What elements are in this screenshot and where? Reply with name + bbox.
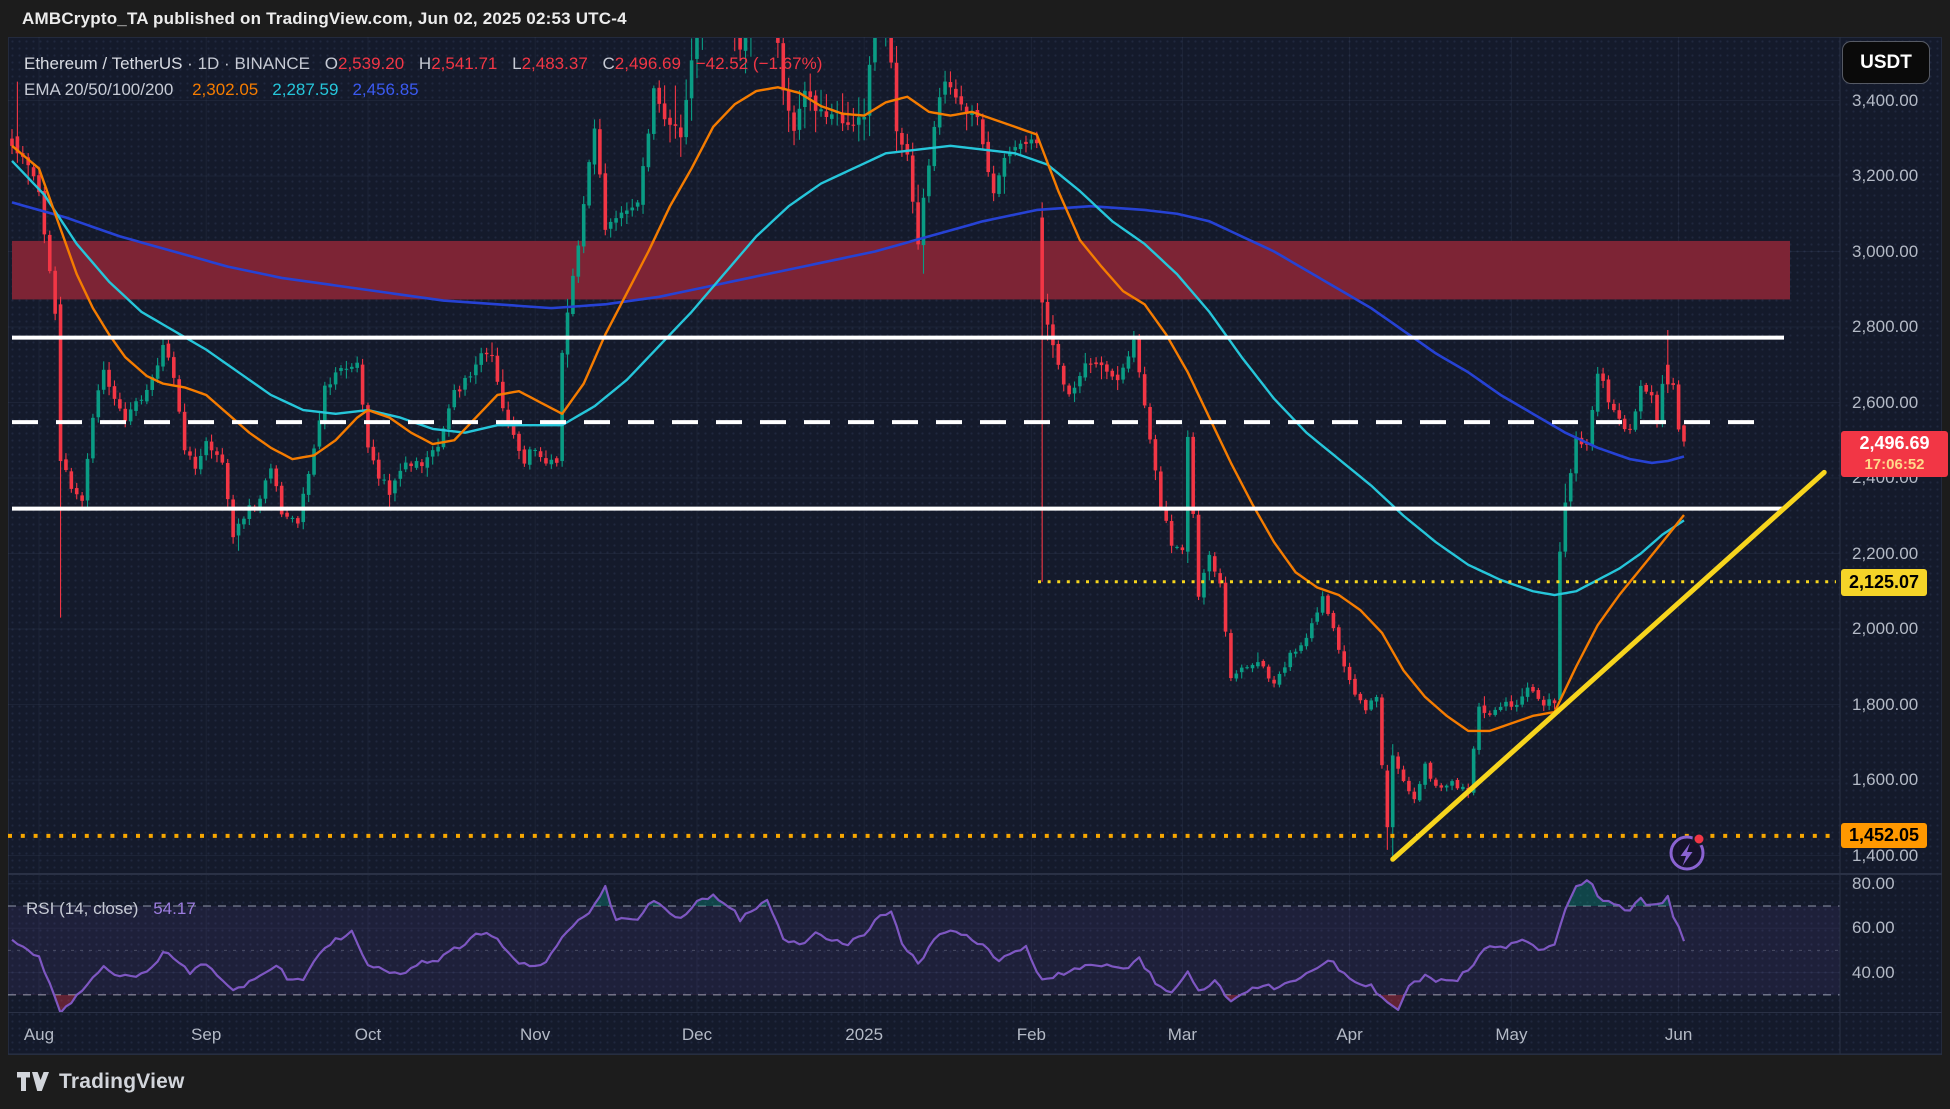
price-tick-label: 3,200.00 (1852, 166, 1919, 185)
ema-legend-row[interactable]: EMA 20/50/100/200 2,302.05 2,287.59 2,456.… (24, 77, 822, 103)
open-label: O (324, 54, 338, 73)
price-chart-canvas[interactable] (8, 37, 1942, 1055)
tradingview-brand-text[interactable]: TradingView (59, 1070, 185, 1093)
close-label: C (602, 54, 615, 73)
rsi-tick-label: 40.00 (1852, 962, 1895, 982)
publish-header-bar: AMBCrypto_TA published on TradingView.co… (0, 0, 1950, 37)
ema-indicator-title[interactable]: EMA 20/50/100/200 (24, 80, 174, 99)
current-price-label: 2,496.69 17:06:52 (1841, 431, 1948, 477)
time-tick-label: Aug (23, 1025, 55, 1044)
price-tick-label: 1,800.00 (1852, 694, 1919, 714)
ema-value: 2,287.59 (272, 80, 339, 99)
rsi-legend-row[interactable]: RSI (14, close) 54.17 (26, 899, 196, 919)
open-value: 2,539.20 (338, 54, 405, 73)
high-value: 2,541.71 (431, 54, 498, 73)
symbol-legend-row[interactable]: Ethereum / TetherUS · 1D · BINANCE O2,53… (24, 54, 823, 73)
idea-flash-icon[interactable] (1664, 829, 1710, 875)
rsi-value: 54.17 (153, 899, 196, 918)
current-price-value: 2,496.69 (1859, 433, 1930, 453)
tradingview-logo-icon[interactable] (17, 1072, 49, 1092)
footer-bar: TradingView (0, 1055, 1950, 1109)
time-tick-label: Mar (1167, 1025, 1198, 1044)
interval-label[interactable]: 1D (197, 54, 220, 73)
rsi-title[interactable]: RSI (26, 899, 55, 918)
time-tick-label: Apr (1336, 1025, 1363, 1044)
rsi-params: (14, close) (59, 899, 139, 918)
symbol-title[interactable]: Ethereum / TetherUS (24, 54, 183, 73)
low-value: 2,483.37 (521, 54, 588, 73)
time-tick-label: Jun (1664, 1025, 1693, 1044)
currency-toggle-button[interactable]: USDT (1842, 41, 1930, 84)
exchange-label[interactable]: BINANCE (234, 54, 311, 73)
yellow-level-label: 2,125.07 (1841, 569, 1927, 596)
price-tick-label: 3,000.00 (1852, 241, 1919, 261)
publish-info: AMBCrypto_TA published on TradingView.co… (22, 8, 627, 28)
ema-values: 2,302.05 2,287.59 2,456.85 (178, 80, 419, 99)
time-tick-label: May (1495, 1025, 1528, 1044)
price-tick-label: 2,800.00 (1852, 317, 1919, 336)
close-value: 2,496.69 (614, 54, 681, 73)
time-tick-label: Sep (191, 1025, 222, 1044)
low-label: L (512, 54, 522, 73)
ema-value: 2,456.85 (352, 80, 419, 99)
price-tick-label: 3,400.00 (1852, 90, 1919, 110)
chart-legend: Ethereum / TetherUS · 1D · BINANCE O2,53… (24, 51, 822, 103)
rsi-tick-label: 60.00 (1852, 918, 1895, 938)
bar-countdown: 17:06:52 (1864, 456, 1925, 473)
time-tick-label: Dec (681, 1025, 713, 1044)
orange-level-label: 1,452.05 (1841, 823, 1927, 848)
time-tick-label: Feb (1016, 1025, 1046, 1044)
time-tick-label: Oct (354, 1025, 382, 1044)
rsi-tick-label: 80.00 (1852, 873, 1895, 893)
price-tick-label: 1,400.00 (1852, 845, 1919, 865)
price-tick-label: 2,600.00 (1852, 392, 1919, 412)
price-tick-label: 2,200.00 (1852, 543, 1919, 563)
time-tick-label: 2025 (845, 1025, 884, 1044)
high-label: H (418, 54, 432, 73)
ema-value: 2,302.05 (192, 80, 259, 99)
time-tick-label: Nov (520, 1025, 551, 1044)
change-value: −42.52 (−1.67%) (695, 54, 823, 73)
price-tick-label: 1,600.00 (1852, 770, 1919, 789)
price-tick-label: 2,000.00 (1852, 619, 1919, 638)
